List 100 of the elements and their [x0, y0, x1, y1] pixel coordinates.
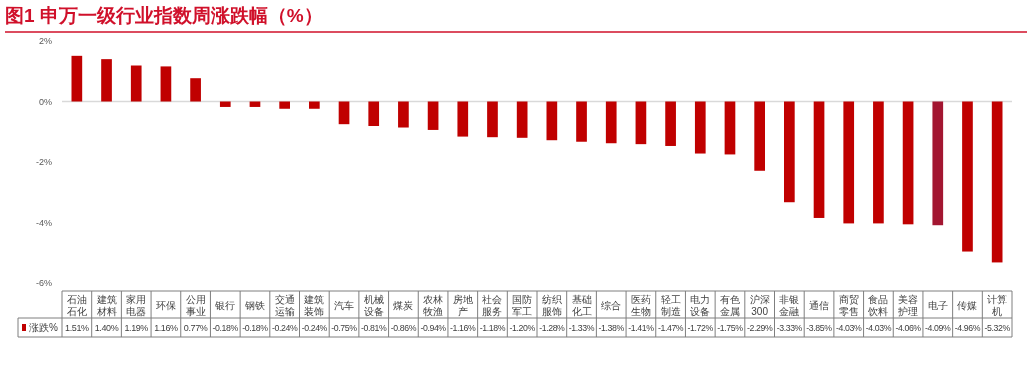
y-tick-label: -4% [35, 217, 52, 228]
x-tick-label: 公用事业 [185, 293, 206, 317]
x-tick-label: 石油石化 [66, 293, 87, 317]
x-tick-label: 沪深300 [749, 293, 770, 317]
x-tick-label: 纺织服饰 [541, 293, 562, 317]
data-label: -0.75% [331, 323, 358, 333]
data-label: -4.09% [925, 323, 952, 333]
data-label: 0.77% [183, 323, 208, 333]
bar [724, 101, 736, 155]
x-tick-label: 医药生物 [630, 293, 651, 317]
x-tick-label: 银行 [214, 299, 236, 311]
bar [694, 101, 706, 154]
data-label: -1.72% [687, 323, 714, 333]
bar [665, 101, 676, 146]
bar [754, 101, 765, 171]
x-tick-label: 计算机 [987, 293, 1008, 317]
bar [962, 101, 973, 252]
x-tick-label: 有色金属 [719, 293, 740, 317]
bar [902, 101, 914, 225]
bar [368, 101, 380, 126]
data-label: -0.18% [242, 323, 269, 333]
bar [487, 101, 498, 138]
x-tick-label: 电力设备 [690, 293, 711, 317]
x-tick-label: 机械设备 [363, 293, 384, 317]
y-tick-label: 2% [38, 36, 52, 46]
chart-title: 图1 申万一级行业指数周涨跌幅（%） [5, 5, 323, 26]
bar [546, 101, 558, 141]
bar [605, 101, 617, 144]
bar [635, 101, 647, 145]
bar [130, 65, 142, 102]
bar [813, 101, 825, 218]
data-label: -2.29% [746, 323, 773, 333]
data-label: -4.96% [954, 323, 981, 333]
x-tick-label: 非银金融 [779, 293, 800, 317]
bar [101, 59, 112, 102]
data-label: -3.85% [806, 323, 833, 333]
x-tick-label: 农林牧渔 [423, 293, 444, 317]
bar [873, 101, 884, 224]
bar [190, 78, 201, 102]
data-label: -0.94% [420, 323, 447, 333]
data-label: -1.41% [628, 323, 655, 333]
data-label: -1.20% [509, 323, 536, 333]
x-tick-label: 建筑装饰 [303, 293, 325, 317]
x-tick-label: 基础化工 [571, 293, 592, 317]
data-label: -1.16% [450, 323, 477, 333]
x-tick-label: 建筑材料 [95, 293, 117, 317]
data-label: -1.28% [539, 323, 566, 333]
x-tick-label: 房地产 [452, 293, 473, 317]
data-label: -4.06% [895, 323, 922, 333]
x-tick-label: 通信 [809, 299, 830, 311]
x-tick-label: 汽车 [334, 299, 355, 311]
data-label: -0.24% [301, 323, 328, 333]
legend-label: 涨跌% [29, 322, 58, 333]
x-tick-label: 传媒 [957, 299, 978, 311]
bar [219, 101, 231, 107]
data-label: -4.03% [865, 323, 892, 333]
data-label: -3.33% [776, 323, 803, 333]
x-tick-label: 环保 [155, 299, 176, 311]
bar [279, 101, 290, 109]
data-label: -0.24% [271, 323, 298, 333]
data-label: -1.75% [717, 323, 744, 333]
bar [71, 55, 83, 102]
data-label: -0.81% [361, 323, 387, 333]
bar [398, 101, 409, 128]
bar [991, 101, 1003, 263]
x-tick-label: 综合 [601, 299, 622, 311]
data-label: -0.18% [212, 323, 239, 333]
bar [457, 101, 469, 137]
x-tick-label: 轻工制造 [660, 293, 681, 317]
bar [932, 101, 944, 226]
bar [160, 66, 172, 102]
bar [338, 101, 350, 125]
x-tick-label: 美容护理 [897, 293, 919, 317]
data-label: -0.86% [390, 323, 417, 333]
x-tick-label: 钢铁 [243, 299, 265, 311]
x-tick-label: 交通运输 [274, 293, 295, 317]
data-label: -4.03% [836, 323, 862, 333]
bar [843, 101, 855, 224]
data-label: 1.51% [65, 323, 89, 333]
x-tick-label: 社会服务 [482, 293, 503, 317]
y-tick-label: 0% [38, 96, 52, 107]
data-label: -1.38% [598, 323, 625, 333]
y-tick-label: -2% [35, 157, 52, 167]
bar [427, 101, 439, 130]
data-label: 1.40% [94, 323, 119, 333]
data-label: -1.33% [568, 323, 595, 333]
data-label: -1.18% [479, 323, 506, 333]
x-tick-label: 煤炭 [393, 299, 414, 311]
bar [784, 101, 795, 203]
x-tick-label: 国防军工 [512, 293, 533, 317]
x-tick-label: 电子 [927, 299, 948, 311]
bar [309, 101, 320, 109]
bar [516, 101, 528, 138]
data-label: 1.16% [154, 323, 179, 333]
data-label: -1.47% [657, 323, 684, 333]
data-label: -5.32% [984, 323, 1011, 333]
bar [576, 101, 587, 142]
y-tick-label: -6% [35, 278, 52, 288]
data-label: 1.19% [124, 323, 149, 333]
x-tick-label: 商贸零售 [838, 293, 859, 317]
